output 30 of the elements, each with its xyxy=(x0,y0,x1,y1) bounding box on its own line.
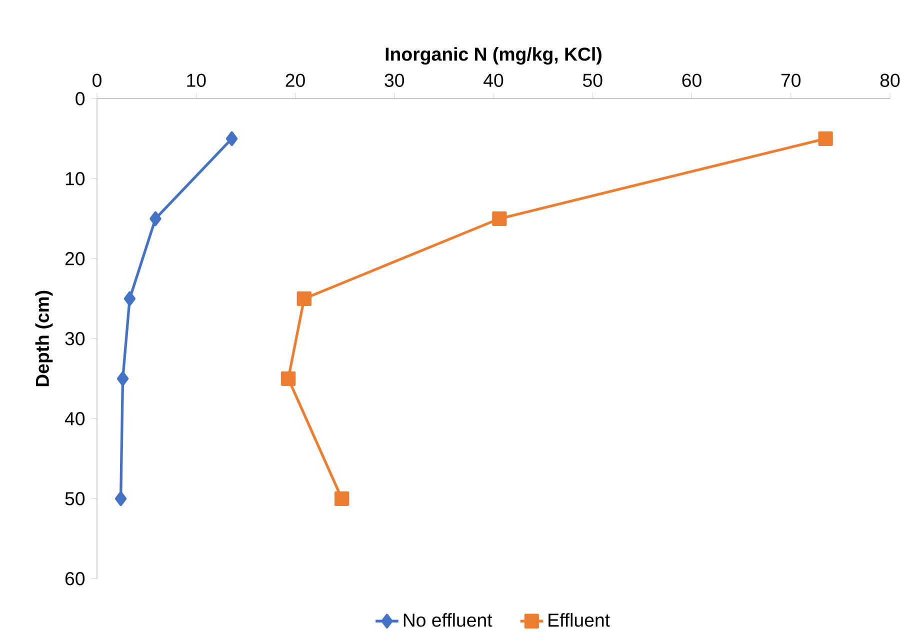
y-tick-label: 10 xyxy=(66,172,85,186)
x-axis-title: Inorganic N (mg/kg, KCl) xyxy=(386,47,602,65)
point xyxy=(334,491,350,506)
legend-label: No effluent xyxy=(404,613,492,627)
point xyxy=(280,371,296,386)
y-tick-label: 40 xyxy=(64,412,85,426)
y-axis-title: Depth (cm) xyxy=(35,290,53,386)
y-tick-label: 60 xyxy=(65,572,85,586)
point xyxy=(818,131,833,146)
point xyxy=(226,131,238,146)
point xyxy=(296,291,312,306)
y-tick-label: 0 xyxy=(76,92,85,106)
point xyxy=(150,211,162,226)
x-tick-label: 20 xyxy=(286,74,305,87)
point xyxy=(114,491,127,506)
x-tick-label: 80 xyxy=(880,74,900,87)
x-tick-label: 40 xyxy=(484,74,504,87)
x-tick-label: 50 xyxy=(582,74,602,87)
x-tick-label: 70 xyxy=(781,74,801,87)
point xyxy=(124,291,136,306)
y-tick-label: 20 xyxy=(65,252,85,266)
x-tick-label: 60 xyxy=(682,74,702,87)
y-tick-label: 30 xyxy=(65,332,85,346)
point xyxy=(492,211,507,226)
y-tick-label: 50 xyxy=(65,492,85,506)
x-tick-label: 10 xyxy=(187,74,206,87)
x-tick-label: 30 xyxy=(384,74,404,87)
point xyxy=(116,371,129,386)
legend-label: Effluent xyxy=(548,613,610,627)
x-tick-label: 0 xyxy=(92,74,102,87)
